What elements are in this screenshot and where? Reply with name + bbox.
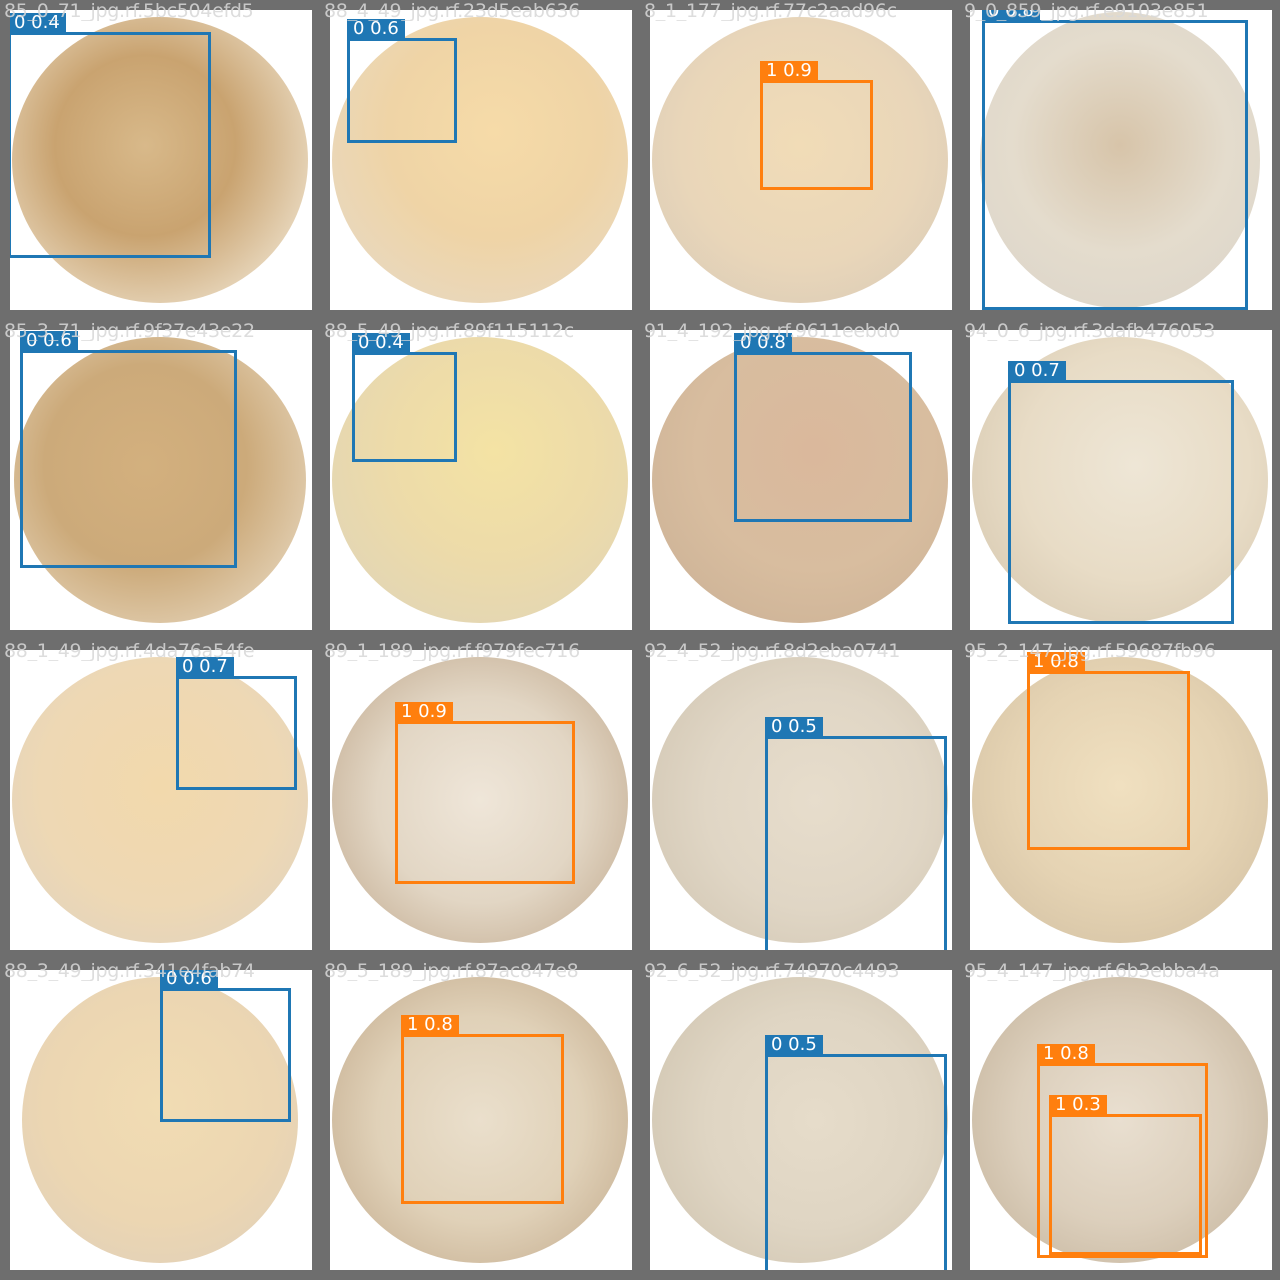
tooth-photo — [332, 657, 628, 943]
image-tile: 0 0.6 — [10, 330, 312, 630]
tooth-photo — [972, 977, 1268, 1263]
detection-label: 0 0.8 — [734, 333, 792, 353]
detection-label: 0 0.8 — [982, 10, 1040, 21]
detection-box: 0 0.5 — [765, 717, 947, 950]
detection-label: 0 0.5 — [765, 717, 823, 737]
detection-box: 0 0.8 — [982, 10, 1248, 310]
detection-label: 1 0.9 — [395, 702, 453, 722]
image-tile: 0 0.5 — [650, 650, 952, 950]
detection-box: 0 0.7 — [1008, 361, 1234, 624]
detection-label: 0 0.4 — [10, 13, 66, 33]
detection-box: 1 0.8 — [1037, 1044, 1208, 1258]
image-tile: 0 0.6 — [330, 10, 632, 310]
image-tile: 0 0.7 — [10, 650, 312, 950]
detection-box: 0 0.5 — [765, 1035, 947, 1270]
image-tile: 0 0.4 — [330, 330, 632, 630]
image-tile: 1 0.9 — [330, 650, 632, 950]
image-tile: 0 0.6 — [10, 970, 312, 1270]
detection-box: 1 0.9 — [395, 702, 575, 884]
image-tile: 0 0.8 — [650, 330, 952, 630]
detection-box: 0 0.7 — [176, 657, 297, 790]
detection-box: 0 0.6 — [20, 331, 237, 568]
detection-label: 1 0.8 — [401, 1015, 459, 1035]
detection-box: 0 0.8 — [734, 333, 912, 522]
detection-box: 0 0.4 — [10, 13, 211, 258]
detection-label: 1 0.8 — [1037, 1044, 1095, 1064]
image-tile: 1 0.8 — [330, 970, 632, 1270]
detection-box: 0 0.6 — [347, 19, 457, 143]
detection-label: 0 0.5 — [765, 1035, 823, 1055]
detection-label: 1 0.3 — [1049, 1095, 1107, 1115]
detection-label: 0 0.7 — [176, 657, 234, 677]
detection-box: 1 0.8 — [1027, 652, 1190, 850]
detection-box: 0 0.6 — [160, 970, 291, 1122]
detection-box: 1 0.8 — [401, 1015, 564, 1204]
image-tile: 0 0.7 — [970, 330, 1272, 630]
image-tile: 1 0.9 — [650, 10, 952, 310]
image-tile: 0 0.8 — [970, 10, 1272, 310]
tooth-photo — [12, 657, 308, 943]
detection-label: 1 0.8 — [1027, 652, 1085, 672]
tooth-photo — [14, 337, 306, 623]
tooth-photo — [332, 977, 628, 1263]
tooth-photo — [972, 657, 1268, 943]
detection-label: 0 0.6 — [347, 19, 405, 39]
tooth-photo — [652, 337, 948, 623]
detection-box: 1 0.3 — [1049, 1095, 1202, 1255]
detection-label: 0 0.6 — [20, 331, 78, 351]
image-tile: 1 0.8 — [970, 650, 1272, 950]
image-tile: 0 0.5 — [650, 970, 952, 1270]
tooth-photo — [652, 977, 948, 1263]
tooth-photo — [980, 12, 1260, 308]
detection-box: 0 0.4 — [352, 333, 457, 462]
detection-label: 0 0.7 — [1008, 361, 1066, 381]
image-tile: 1 0.8 1 0.3 — [970, 970, 1272, 1270]
image-tile: 0 0.4 — [10, 10, 312, 310]
tooth-photo — [972, 337, 1268, 623]
tooth-photo — [652, 657, 948, 943]
detection-label: 1 0.9 — [760, 61, 818, 81]
detection-label: 0 0.6 — [160, 970, 218, 989]
tooth-photo — [332, 17, 628, 303]
detection-label: 0 0.4 — [352, 333, 410, 353]
tooth-photo — [332, 337, 628, 623]
detection-box: 1 0.9 — [760, 61, 873, 190]
